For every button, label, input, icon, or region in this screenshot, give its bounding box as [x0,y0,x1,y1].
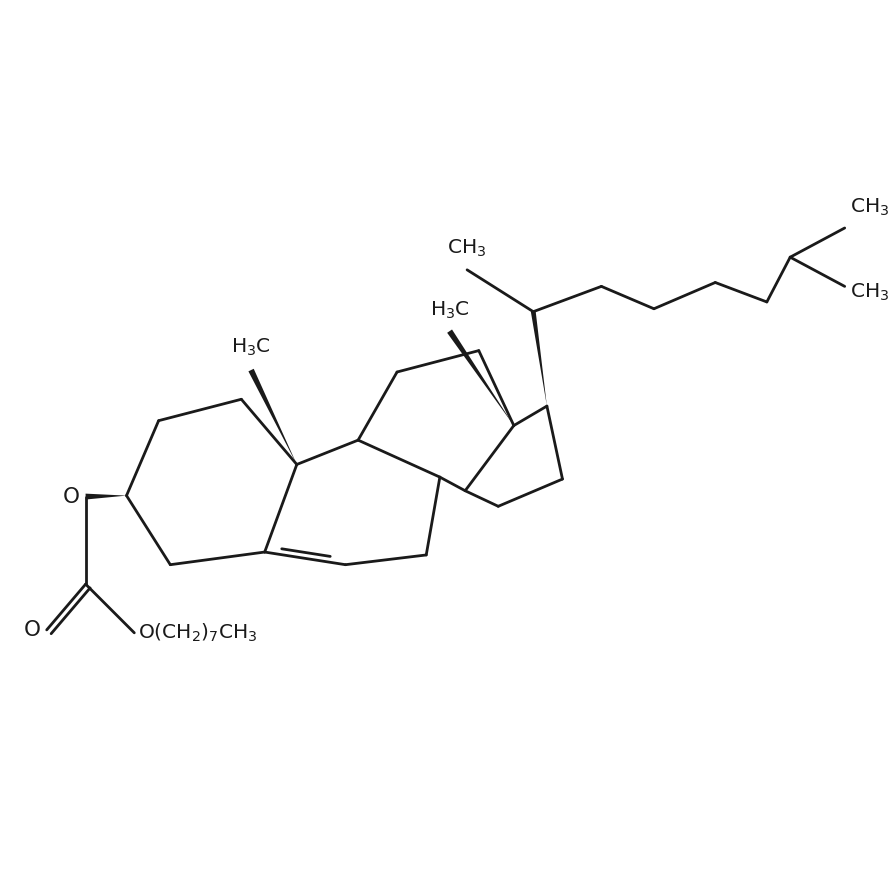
Polygon shape [248,368,296,465]
Text: O(CH$_2$)$_7$CH$_3$: O(CH$_2$)$_7$CH$_3$ [138,622,257,644]
Text: H$_3$C: H$_3$C [430,300,470,321]
Text: H$_3$C: H$_3$C [231,337,271,359]
Polygon shape [85,494,126,499]
Text: O: O [24,620,41,640]
Text: CH$_3$: CH$_3$ [448,238,487,259]
Text: CH$_3$: CH$_3$ [850,197,889,218]
Text: O: O [63,487,80,506]
Polygon shape [447,329,514,425]
Text: CH$_3$: CH$_3$ [850,281,889,303]
Polygon shape [531,312,546,406]
